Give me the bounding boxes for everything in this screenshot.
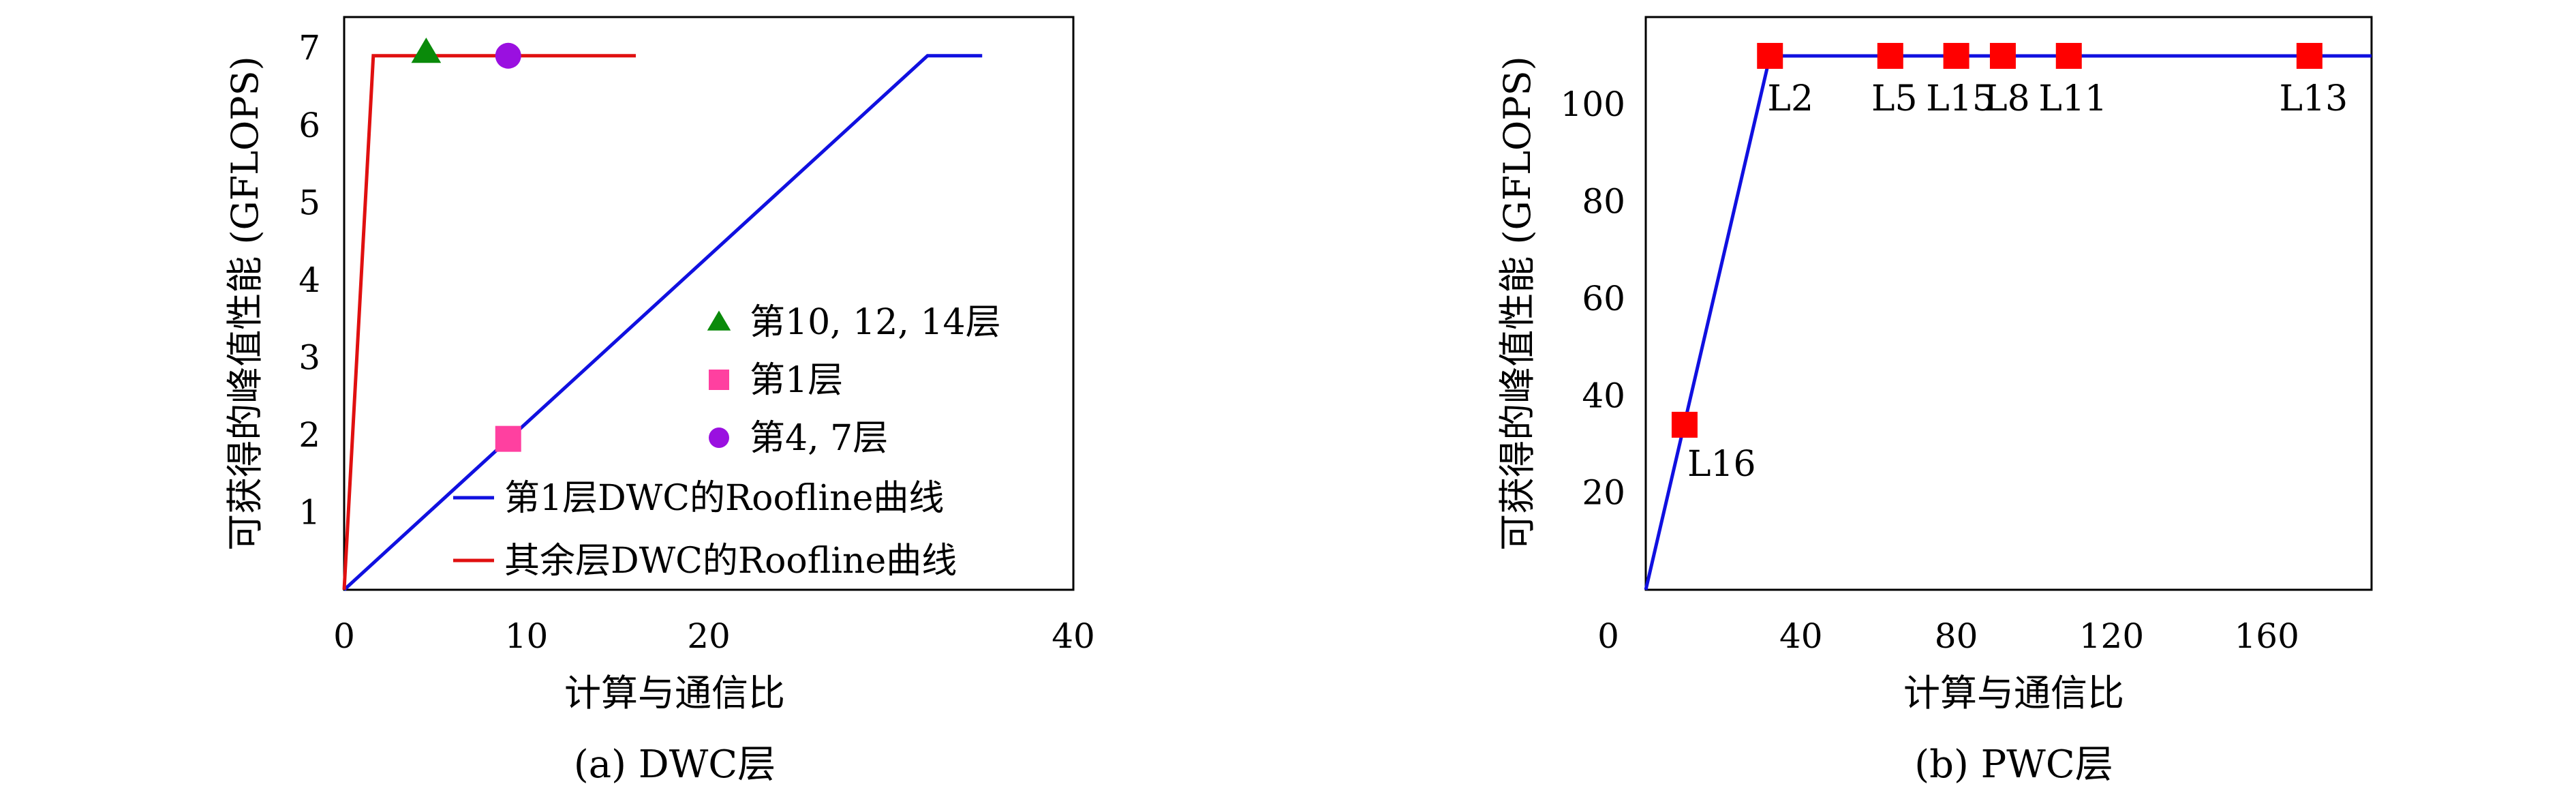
y-tick-label: 80 xyxy=(1582,182,1625,222)
x-tick-label: 0 xyxy=(1597,616,1619,656)
x-axis-title-dwc: 计算与通信比 xyxy=(564,672,785,715)
y-tick-labels-pwc: 20 40 60 80 100 xyxy=(1561,85,1625,512)
point-label: L5 xyxy=(1871,78,1918,119)
y-tick-label: 40 xyxy=(1582,376,1625,415)
data-point-square xyxy=(1989,42,2016,69)
data-point-square xyxy=(1671,411,1698,438)
x-tick-label: 80 xyxy=(1935,616,1978,656)
data-marker-triangle xyxy=(411,38,442,63)
y-tick-labels-dwc: 1 2 3 4 5 6 7 xyxy=(298,28,320,532)
legend-marker-triangle xyxy=(707,310,731,331)
x-axis-title-pwc: 计算与通信比 xyxy=(1903,672,2124,715)
y-tick-label: 7 xyxy=(298,28,320,68)
legend-marker-square xyxy=(709,370,729,390)
series-line-1 xyxy=(343,54,983,591)
point-label: L8 xyxy=(1984,78,2030,119)
caption-pwc: (b) PWC层 xyxy=(1914,742,2113,787)
data-point-square xyxy=(1877,42,1903,69)
data-point-square xyxy=(2055,42,2082,69)
x-tick-label: 0 xyxy=(333,616,355,656)
markers-dwc xyxy=(411,38,521,452)
x-tick-labels-pwc: 0 40 80 120 160 xyxy=(1597,616,2299,656)
plot-frame-pwc xyxy=(1644,16,2373,591)
y-tick-label: 5 xyxy=(298,183,320,222)
series-line-2 xyxy=(342,54,636,590)
x-tick-label: 40 xyxy=(1052,616,1095,656)
data-point-square xyxy=(1943,42,1969,69)
legend-label: 其余层DWC的Roofline曲线 xyxy=(504,541,957,582)
point-label: L2 xyxy=(1767,78,1813,119)
point-label: L15 xyxy=(1926,78,1995,119)
y-tick-label: 6 xyxy=(298,106,320,145)
legend-label: 第1层 xyxy=(750,360,843,401)
legend-marker-circle xyxy=(709,427,729,448)
y-tick-label: 100 xyxy=(1561,85,1625,124)
x-tick-labels-dwc: 0 10 20 40 xyxy=(333,616,1095,656)
points-pwc xyxy=(1671,42,2322,438)
data-marker-square xyxy=(495,425,521,452)
legend-label: 第1层DWC的Roofline曲线 xyxy=(504,478,944,519)
y-tick-label: 20 xyxy=(1582,473,1625,513)
y-axis-title-dwc: 可获得的峰值性能 (GFLOPS) xyxy=(224,56,266,550)
data-point-square xyxy=(1757,42,1783,69)
x-tick-label: 20 xyxy=(687,616,731,656)
point-label: L13 xyxy=(2280,78,2348,119)
x-tick-label: 10 xyxy=(505,616,549,656)
y-tick-label: 1 xyxy=(298,492,320,532)
legend-label: 第4, 7层 xyxy=(750,418,888,459)
legend-label: 第10, 12, 14层 xyxy=(750,302,1001,343)
point-label: L16 xyxy=(1687,444,1756,485)
series-lines-dwc xyxy=(342,54,983,591)
y-tick-label: 4 xyxy=(298,260,320,300)
point-label: L11 xyxy=(2038,78,2107,119)
plot-frame-dwc xyxy=(343,16,1075,591)
caption-dwc: (a) DWC层 xyxy=(574,742,776,787)
y-axis-title-pwc: 可获得的峰值性能 (GFLOPS) xyxy=(1496,56,1539,550)
data-point-square xyxy=(2296,42,2322,69)
x-tick-label: 160 xyxy=(2235,616,2299,656)
x-tick-label: 120 xyxy=(2079,616,2144,656)
data-marker-circle xyxy=(495,42,521,69)
y-tick-label: 2 xyxy=(298,415,320,455)
x-tick-label: 40 xyxy=(1779,616,1823,656)
y-tick-label: 3 xyxy=(298,338,320,377)
y-tick-label: 60 xyxy=(1582,279,1625,318)
series-lines-pwc xyxy=(1644,54,2372,590)
series-line-1 xyxy=(1644,54,2372,590)
